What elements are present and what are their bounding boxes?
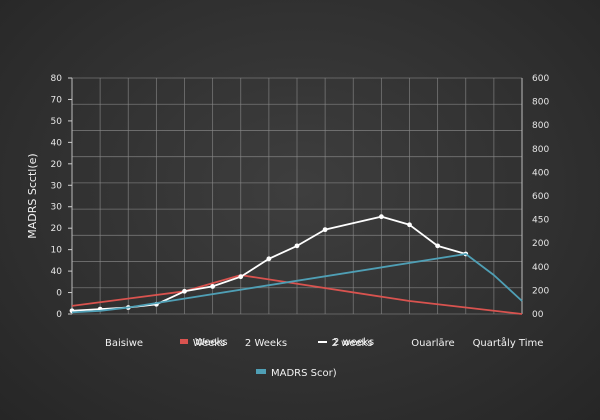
y-left-tick-label: 50 xyxy=(51,117,63,127)
y-left-tick-label: 80 xyxy=(51,74,63,84)
x-tick-label: 2 Weeks xyxy=(245,338,287,349)
y-left-tick-label: 30 xyxy=(51,181,63,191)
x-tick-label: Weeks xyxy=(193,338,226,349)
y-left-tick-label: 20 xyxy=(51,224,63,234)
y-right-tick-label: 800 xyxy=(532,121,549,131)
legend-label: 2 weeks xyxy=(333,337,374,348)
legend-label: Weeks xyxy=(195,337,228,348)
series-point xyxy=(407,222,412,228)
x-tick-labels: Baisiwe Weeks 2 Weeks 2 weeks Ouarlāre Quartå… xyxy=(105,336,543,349)
x-tick-label: Quartåly Time xyxy=(473,336,544,349)
y-right-tick-label: 200 xyxy=(532,286,549,296)
y-axis-label: MADRS Scctl(e) xyxy=(26,153,39,238)
chart-series xyxy=(69,214,523,315)
series-point xyxy=(210,284,216,289)
y-right-tick-label: 450 xyxy=(532,216,549,226)
y-right-tick-label: 600 xyxy=(532,74,549,84)
chart-axes xyxy=(71,78,523,314)
y-left-tick-labels: 80 70 50 40 20 30 30 20 10 40 0 0 xyxy=(51,74,72,320)
series-point xyxy=(322,227,328,233)
y-right-tick-labels: 600 800 800 800 400 600 450 200 400 200 00 xyxy=(532,74,549,320)
y-right-tick-label: 600 xyxy=(532,192,549,202)
y-right-tick-label: 200 xyxy=(532,239,549,249)
y-left-tick-label: 40 xyxy=(51,138,63,148)
chart-legend: Weeks 2 weeks MADRS Scor) xyxy=(180,337,374,379)
series-line xyxy=(71,253,523,314)
x-tick-label: Baisiwe xyxy=(105,338,143,349)
y-left-tick-label: 30 xyxy=(51,203,63,213)
y-left-tick-label: 70 xyxy=(51,95,63,105)
y-right-tick-label: 00 xyxy=(532,310,544,320)
legend-swatch xyxy=(256,369,266,374)
legend-swatch xyxy=(180,339,188,344)
series-point xyxy=(378,214,384,220)
series-point xyxy=(435,243,441,249)
y-left-tick-label: 0 xyxy=(56,310,62,320)
y-left-tick-label: 0 xyxy=(56,289,62,299)
y-left-tick-label: 10 xyxy=(51,246,63,256)
y-right-tick-label: 400 xyxy=(532,263,549,273)
legend-swatch xyxy=(318,341,327,343)
y-right-tick-label: 800 xyxy=(532,145,549,155)
y-left-tick-label: 20 xyxy=(51,160,63,170)
legend-label: MADRS Scor) xyxy=(271,368,337,379)
chart-grid xyxy=(71,77,523,315)
x-tick-label: Ouarlāre xyxy=(411,338,454,349)
x-tick-label: 2 weeks xyxy=(331,338,372,349)
series-point xyxy=(266,256,272,262)
series-point xyxy=(182,288,187,294)
series-point xyxy=(238,274,244,280)
y-right-tick-label: 400 xyxy=(532,168,549,178)
y-right-tick-label: 800 xyxy=(532,98,549,108)
series-point xyxy=(294,243,300,249)
y-left-tick-label: 40 xyxy=(51,267,63,277)
